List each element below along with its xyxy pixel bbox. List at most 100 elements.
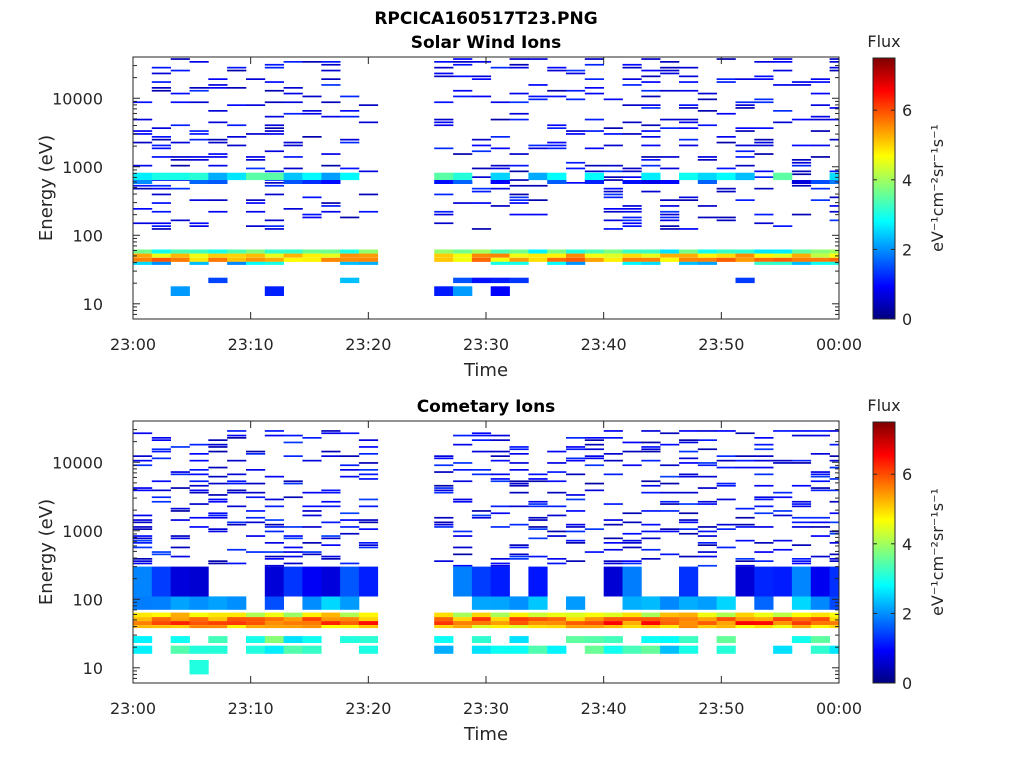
heatmap-cell — [490, 147, 510, 150]
heatmap-cell — [509, 546, 529, 549]
heatmap-cell — [358, 542, 379, 544]
heatmap-cell — [170, 645, 190, 654]
heatmap-cell — [133, 180, 153, 184]
heatmap-cell — [321, 180, 341, 184]
heatmap-cell — [246, 551, 266, 553]
heatmap-cell — [660, 210, 680, 213]
heatmap-cell — [283, 87, 303, 89]
heatmap-cell — [735, 253, 755, 258]
heatmap-cell — [660, 205, 680, 207]
heatmap-cell — [208, 156, 228, 158]
heatmap-cell — [509, 625, 529, 629]
heatmap-cell — [453, 286, 473, 296]
heatmap-cell — [471, 617, 492, 622]
heatmap-cell — [622, 104, 642, 106]
heatmap-cell — [697, 216, 717, 219]
heatmap-cell — [528, 144, 548, 147]
heatmap-cell — [264, 257, 284, 262]
heatmap-cell — [622, 222, 642, 225]
heatmap-cell — [716, 625, 736, 629]
heatmap-cell — [302, 216, 322, 219]
heatmap-cell — [170, 172, 190, 181]
heatmap-cells — [133, 58, 840, 296]
heatmap-cell — [829, 170, 840, 173]
heatmap-cell — [754, 505, 774, 508]
heatmap-cell — [358, 625, 379, 629]
heatmap-cell — [791, 526, 812, 528]
heatmap-cell — [641, 69, 661, 72]
heatmap-cell — [453, 202, 473, 204]
heatmap-cell — [151, 81, 171, 83]
heatmap-cell — [716, 482, 736, 485]
heatmap-cell — [151, 72, 171, 75]
heatmap-cell — [471, 432, 492, 435]
heatmap-cell — [547, 261, 567, 265]
heatmap-cell — [716, 167, 736, 170]
heatmap-cell — [283, 566, 303, 597]
heatmap-cell — [679, 625, 699, 629]
heatmap-cell — [208, 625, 228, 629]
heatmap-cell — [321, 210, 341, 213]
heatmap-cell — [622, 612, 642, 618]
heatmap-cell — [754, 141, 774, 144]
heatmap-cell — [716, 141, 736, 144]
heatmap-cell — [829, 443, 840, 446]
heatmap-cell — [490, 261, 510, 265]
heatmap-cell — [660, 219, 680, 222]
heatmap-cell — [358, 469, 379, 471]
heatmap-cell — [151, 621, 171, 626]
heatmap-cell — [189, 596, 209, 610]
heatmap-cell — [660, 475, 680, 478]
heatmap-cell — [791, 621, 812, 626]
heatmap-cell — [584, 180, 604, 184]
heatmap-cell — [471, 277, 492, 284]
heatmap-cell — [189, 489, 209, 492]
heatmap-cell — [584, 253, 604, 258]
heatmap-cell — [735, 523, 755, 526]
heatmap-cell — [566, 448, 586, 451]
heatmap-cell — [321, 63, 341, 66]
heatmap-cell — [246, 625, 266, 629]
heatmap-cell — [133, 455, 153, 457]
heatmap-cell — [716, 219, 736, 222]
heatmap-cell — [791, 500, 812, 503]
heatmap-cell — [453, 249, 473, 254]
heatmap-cell — [151, 89, 171, 92]
heatmap-cell — [227, 523, 247, 526]
heatmap-cell — [321, 500, 341, 503]
heatmap-cell — [679, 89, 699, 92]
heatmap-cell — [584, 249, 604, 254]
heatmap-cell — [716, 596, 736, 610]
heatmap-cell — [246, 450, 266, 453]
heatmap-cell — [170, 58, 190, 60]
heatmap-cell — [584, 257, 604, 262]
heatmap-cell — [660, 482, 680, 485]
heatmap-cell — [660, 625, 680, 629]
heatmap-cell — [754, 498, 774, 501]
heatmap-cell — [697, 180, 717, 184]
heatmap-cell — [189, 199, 209, 201]
heatmap-cell — [170, 636, 190, 643]
colorbar-tick-label: 2 — [902, 240, 912, 259]
heatmap-cell — [302, 172, 322, 181]
heatmap-cell — [679, 104, 699, 106]
heatmap-cell — [603, 144, 623, 147]
heatmap-cell — [509, 645, 529, 654]
heatmap-cell — [133, 521, 153, 524]
heatmap-cell — [716, 190, 736, 193]
heatmap-cell — [227, 257, 247, 262]
heatmap-cell — [208, 121, 228, 124]
heatmap-cell — [641, 124, 661, 127]
heatmap-cell — [584, 448, 604, 451]
heatmap-cell — [697, 430, 717, 432]
heatmap-cell — [151, 249, 171, 254]
heatmap-cell — [358, 621, 379, 626]
heatmap-cell — [566, 625, 586, 629]
heatmap-cell — [133, 612, 153, 618]
heatmap-cell — [490, 612, 510, 618]
heatmap-cell — [264, 555, 284, 558]
heatmap-cell — [603, 257, 623, 262]
heatmap-cell — [829, 180, 840, 184]
heatmap-cell — [246, 133, 266, 135]
heatmap-cell — [791, 249, 812, 254]
